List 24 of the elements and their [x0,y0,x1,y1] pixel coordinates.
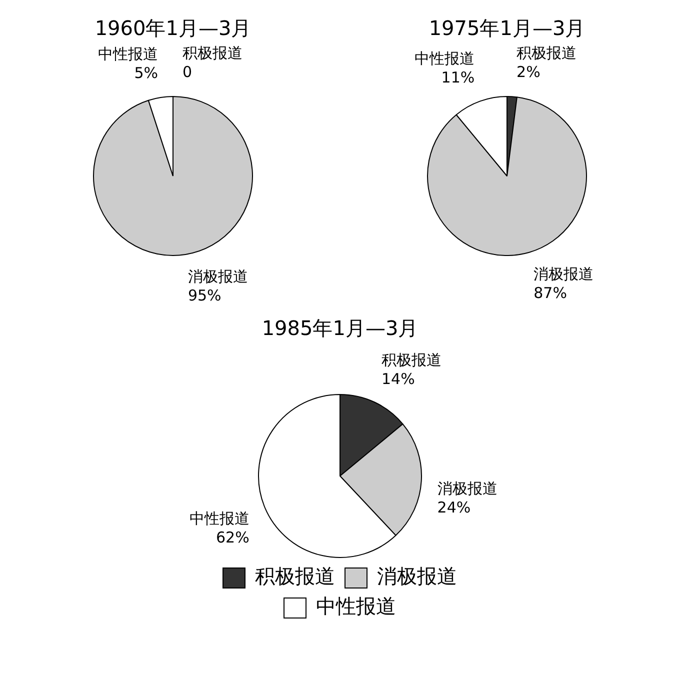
data-label: 5% [134,64,158,82]
legend-label: 消极报道 [377,564,457,588]
data-label: 95% [188,286,222,305]
data-label: 87% [534,284,567,302]
slice-label: 积极报道 [516,44,577,62]
chart-title: 1975年1月—3月 [428,16,586,40]
data-label: 62% [216,528,250,546]
data-label: 14% [382,370,415,388]
chart-title: 1985年1月—3月 [262,316,418,340]
data-label: 2% [516,63,540,82]
legend-label: 中性报道 [316,594,396,618]
slice-label: 消极报道 [534,265,594,284]
slice-label: 消极报道 [188,268,248,286]
data-label: 11% [441,68,475,87]
data-label: 24% [437,498,471,517]
legend-label: 积极报道 [255,564,335,588]
slice-label: 中性报道 [414,50,475,68]
slice-label: 中性报道 [98,45,158,64]
category-label: 积极报道 [182,44,243,62]
slice-label: 中性报道 [189,509,250,528]
chart-title: 1960年1月—3月 [94,16,252,40]
slice-label: 消极报道 [437,480,498,498]
text: 0 [182,62,192,81]
slice-label: 积极报道 [382,351,442,370]
